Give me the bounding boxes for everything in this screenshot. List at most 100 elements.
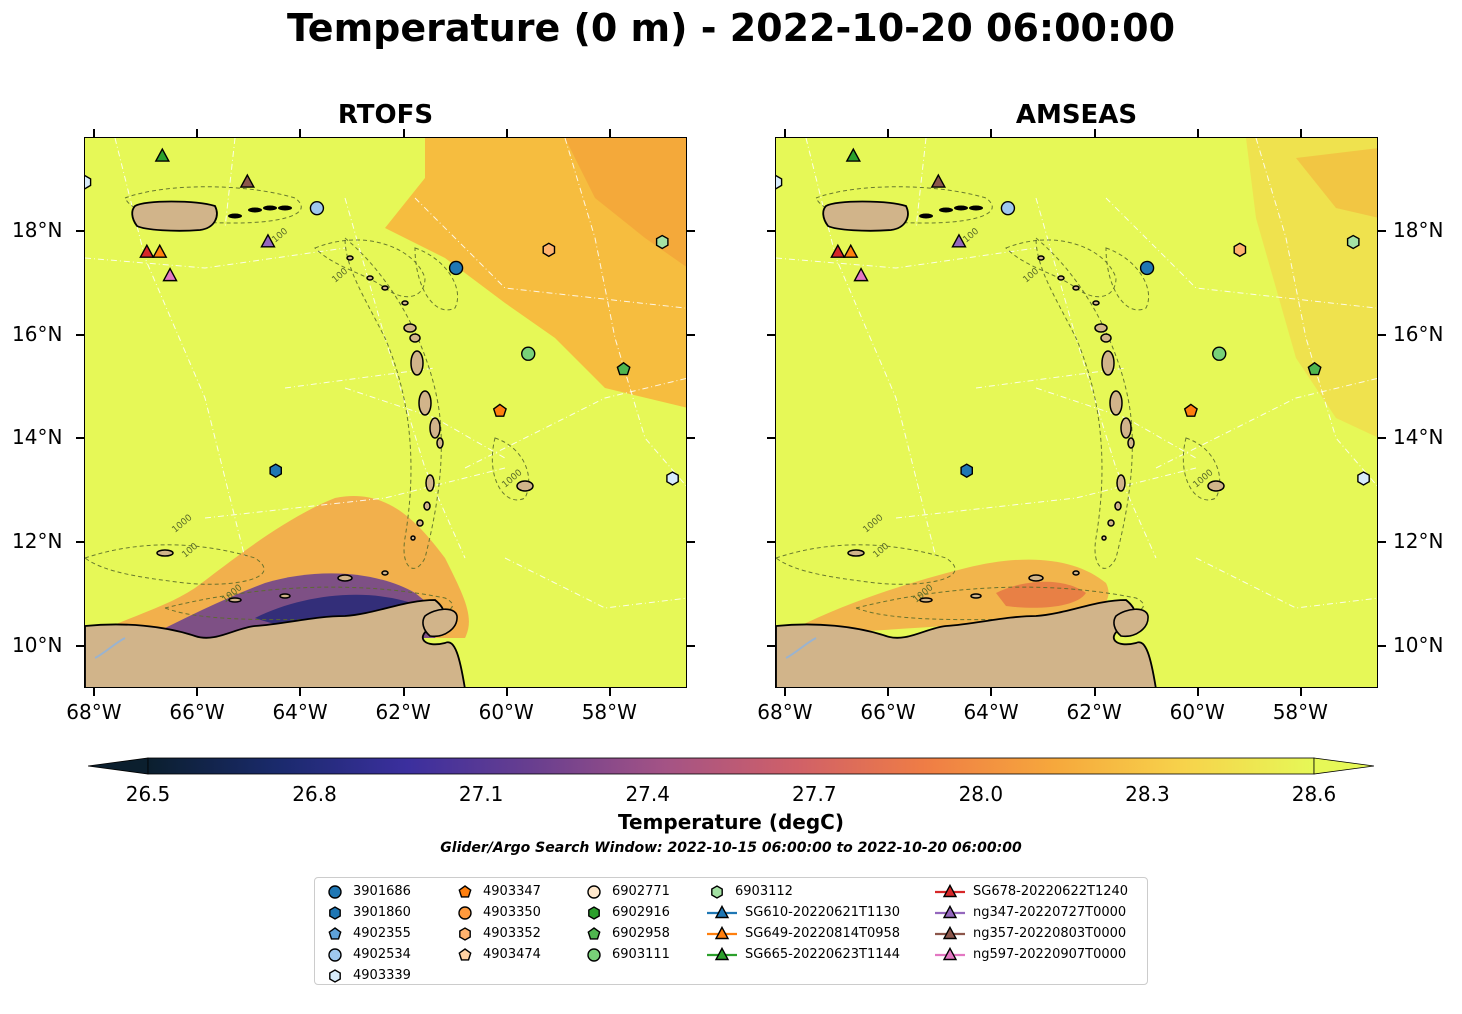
- legend-label: 4903347: [483, 883, 541, 899]
- lesser-antilles-island: [1057, 275, 1065, 281]
- lon-tick: [1093, 129, 1096, 137]
- colorbar-tick-label: 26.8: [292, 782, 337, 806]
- panel-title-rtofs: RTOFS: [337, 100, 434, 130]
- lon-tick: [784, 129, 787, 137]
- puerto-rico-land: [822, 200, 909, 232]
- lon-tick: [93, 688, 96, 696]
- float-marker-6903112: [1346, 234, 1360, 250]
- lesser-antilles-island: [1037, 255, 1045, 261]
- legend-label: 4903474: [483, 946, 541, 962]
- virgin-islands: [969, 205, 983, 211]
- small-island: [279, 593, 291, 599]
- lat-tick: [76, 437, 84, 440]
- small-island: [1072, 570, 1080, 576]
- bathymetry-contour: [1105, 247, 1150, 311]
- lon-tick: [93, 129, 96, 137]
- float-marker-6902958: [616, 361, 631, 376]
- lon-tick: [1299, 688, 1302, 696]
- legend-entry: 4902534: [323, 944, 411, 964]
- lesser-antilles-island: [366, 275, 374, 281]
- float-marker-3901686: [448, 260, 464, 276]
- legend-entry: 4903474: [453, 944, 541, 964]
- lon-tick-label: 60°W: [1169, 700, 1225, 724]
- float-marker-6903111: [1212, 346, 1227, 361]
- lon-tick: [887, 129, 890, 137]
- legend-entry: SG678-20220622T1240: [933, 881, 1128, 901]
- float-marker-ng597-20220907T0000: [853, 267, 869, 282]
- colorbar-tick-label: 28.0: [958, 782, 1004, 806]
- lat-tick-label: 14°N: [1393, 425, 1444, 450]
- float-marker-SG665-20220623T1144: [845, 147, 861, 162]
- legend-marker-icon: [328, 927, 342, 940]
- legend-marker-icon: [458, 885, 472, 898]
- legend-marker-icon: [942, 946, 958, 961]
- float-marker-4902534: [309, 200, 325, 216]
- panel-title-amseas: AMSEAS: [1015, 100, 1138, 130]
- legend-label: SG610-20220621T1130: [745, 904, 901, 920]
- legend-marker-icon: [942, 925, 958, 940]
- float-marker-4903347: [492, 403, 507, 417]
- lesser-antilles-island: [409, 333, 421, 343]
- small-island: [970, 593, 982, 599]
- lat-tick: [687, 333, 695, 336]
- legend-marker-icon: [714, 946, 730, 961]
- lon-tick: [196, 129, 199, 137]
- rtofs-map[interactable]: 1000 1000 1000 100 100 100: [84, 137, 687, 688]
- lon-tick: [402, 129, 405, 137]
- virgin-islands: [278, 205, 292, 211]
- bathymetry-contour: [1035, 236, 1133, 569]
- float-marker-SG649-20220814T0958: [152, 243, 168, 258]
- legend-entry: SG610-20220621T1130: [705, 902, 900, 922]
- float-marker-6903112: [655, 234, 669, 250]
- legend-label: ng357-20220803T0000: [973, 925, 1127, 941]
- colorbar-tick-label: 28.3: [1125, 782, 1170, 806]
- lat-tick: [1378, 645, 1386, 648]
- legend-entry: 4903352: [453, 923, 541, 943]
- legend-marker-icon: [942, 904, 958, 919]
- bathymetry-contour: [344, 236, 442, 569]
- lon-tick: [1299, 129, 1302, 137]
- legend-marker-icon: [942, 883, 958, 898]
- lat-tick-label: 16°N: [12, 321, 63, 346]
- small-island: [337, 574, 353, 582]
- lon-tick-label: 62°W: [375, 700, 431, 724]
- lat-tick-label: 16°N: [1393, 321, 1444, 346]
- lesser-antilles-island: [410, 535, 416, 541]
- lat-tick: [767, 229, 775, 232]
- bathymetry-contour: [414, 247, 459, 311]
- small-island: [156, 549, 174, 557]
- legend-label: 4903339: [353, 967, 411, 983]
- legend-entry: 3901686: [323, 881, 411, 901]
- legend-entry: 4903350: [453, 902, 541, 922]
- colorbar-tick-label: 27.4: [625, 782, 670, 806]
- lesser-antilles-island: [423, 501, 431, 511]
- lat-tick-label: 10°N: [12, 633, 63, 658]
- lat-tick: [687, 645, 695, 648]
- legend-marker-icon: [329, 906, 341, 920]
- lat-tick: [767, 645, 775, 648]
- lon-tick: [1196, 688, 1199, 696]
- colorbar-extend-high: [1313, 757, 1374, 775]
- virgin-islands: [954, 205, 968, 211]
- bathymetry-contour: [776, 544, 956, 585]
- virgin-islands: [228, 213, 242, 219]
- lon-tick-label: 64°W: [963, 700, 1019, 724]
- lesser-antilles-island: [1114, 501, 1122, 511]
- amseas-map[interactable]: 1000 1000 1000 100 100 100: [775, 137, 1378, 688]
- virgin-islands: [248, 207, 262, 213]
- lesser-antilles-island: [1072, 285, 1080, 291]
- legend-label: 6903112: [735, 883, 793, 899]
- eez-boundary: [114, 138, 246, 559]
- lon-tick: [887, 688, 890, 696]
- upwelling-mid: [996, 581, 1086, 608]
- lesser-antilles-island: [436, 437, 444, 449]
- virgin-islands: [939, 207, 953, 213]
- search-window-caption: Glider/Argo Search Window: 2022-10-15 06…: [440, 840, 1022, 856]
- lon-tick: [608, 688, 611, 696]
- lat-tick-label: 14°N: [12, 425, 63, 450]
- lon-tick: [402, 688, 405, 696]
- legend-entry: 6902916: [582, 902, 670, 922]
- virgin-islands: [919, 213, 933, 219]
- legend-label: ng347-20220727T0000: [973, 904, 1127, 920]
- legend-entry: 6902958: [582, 923, 670, 943]
